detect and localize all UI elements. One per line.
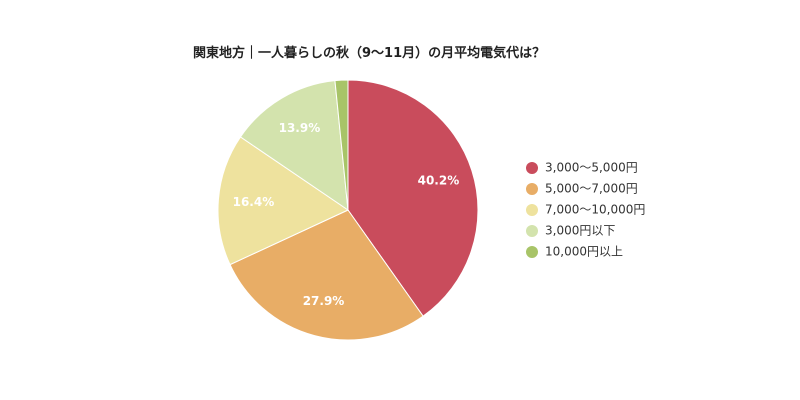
pie-slice [217,136,350,266]
legend-swatch [526,162,538,174]
legend-swatch [526,246,538,258]
legend-label: 3,000円以下 [545,224,615,238]
slice-value-label: 40.2% [418,174,460,188]
legend: 3,000〜5,000円 5,000〜7,000円 7,000〜10,000円 3,0… [526,161,645,259]
legend-swatch [526,225,538,237]
pie-slice [334,79,349,211]
slice-value-label: 13.9% [279,121,321,135]
legend-swatch [526,204,538,216]
legend-label: 7,000〜10,000円 [545,203,645,217]
legend-swatch [526,183,538,195]
pie-slice [347,79,479,317]
pie-slices [217,79,479,341]
pie-slice [239,80,349,212]
chart-title: 関東地方｜一人暮らしの秋（9〜11月）の月平均電気代は？ [193,46,546,61]
pie-slice-labels: 40.2% 27.9% 16.4% 13.9% [233,121,460,308]
legend-label: 10,000円以上 [545,245,623,259]
slice-value-label: 27.9% [303,294,345,308]
legend-label: 5,000〜7,000円 [545,182,638,196]
slice-value-label: 16.4% [233,195,275,209]
legend-label: 3,000〜5,000円 [545,161,638,175]
